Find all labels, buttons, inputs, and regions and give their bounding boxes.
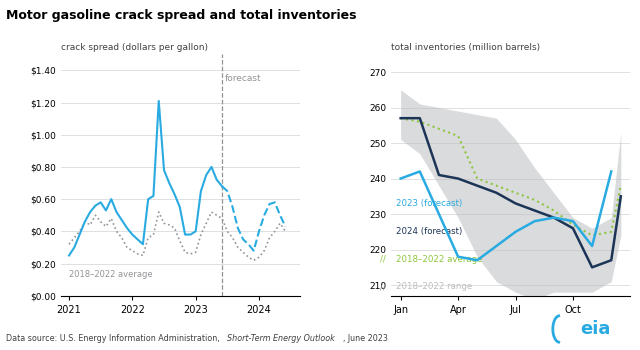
Text: total inventories (million barrels): total inventories (million barrels) bbox=[391, 43, 540, 52]
Text: 2024 (forecast): 2024 (forecast) bbox=[396, 227, 462, 236]
Text: //: // bbox=[380, 255, 386, 264]
Text: forecast: forecast bbox=[225, 74, 261, 83]
Text: Short-Term Energy Outlook: Short-Term Energy Outlook bbox=[227, 334, 335, 343]
Text: 2023 (forecast): 2023 (forecast) bbox=[396, 199, 462, 208]
Text: eia: eia bbox=[580, 320, 611, 338]
Text: crack spread (dollars per gallon): crack spread (dollars per gallon) bbox=[61, 43, 208, 52]
Text: 2018–2022 average: 2018–2022 average bbox=[69, 270, 153, 279]
Text: Data source: U.S. Energy Information Administration,: Data source: U.S. Energy Information Adm… bbox=[6, 334, 223, 343]
Text: 2018–2022 average: 2018–2022 average bbox=[396, 255, 483, 264]
Text: Motor gasoline crack spread and total inventories: Motor gasoline crack spread and total in… bbox=[6, 9, 357, 22]
Text: //: // bbox=[380, 282, 386, 292]
Text: 2018–2022 range: 2018–2022 range bbox=[396, 282, 472, 292]
Text: , June 2023: , June 2023 bbox=[343, 334, 388, 343]
